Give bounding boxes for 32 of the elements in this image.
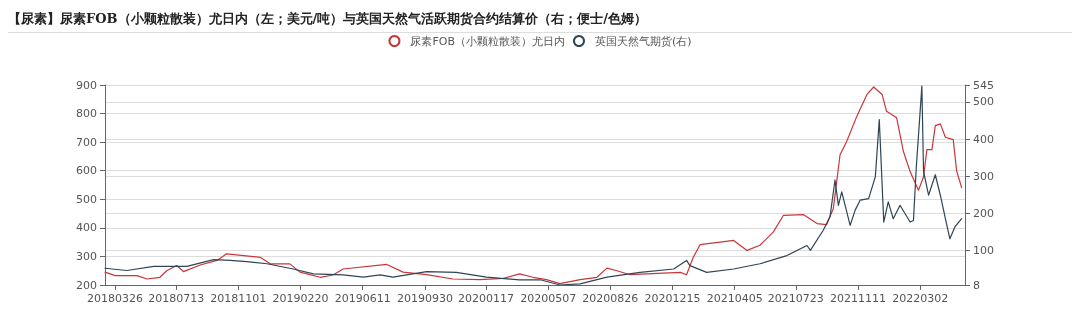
y2-tick-label: 300: [973, 169, 994, 183]
x-tick-label: 20180326: [87, 292, 144, 305]
y2-tick-label: 500: [973, 95, 994, 109]
x-tick-label: 20220302: [892, 292, 949, 305]
x-tick-label: 20210405: [706, 292, 763, 305]
y2-tick-label: 200: [973, 206, 994, 220]
y-tick-label: 800: [76, 107, 97, 121]
x-tick-label: 20200117: [457, 292, 514, 305]
x-tick-label: 20181101: [210, 292, 267, 305]
x-tick-label: 20210723: [767, 292, 824, 305]
y-tick-label: 900: [76, 78, 97, 92]
legend-label: 尿素FOB（小颗粒散装）尤日内: [410, 34, 565, 48]
x-tick-label: 20200826: [582, 292, 639, 305]
y-tick-label: 400: [76, 221, 97, 235]
chart-title: 【尿素】尿素FOB（小颗粒散装）尤日内（左；美元/吨）与英国天然气活跃期货合约结算价（右；便士/色姆）: [8, 10, 648, 28]
legend-label: 英国天然气期货(右): [594, 34, 692, 48]
x-tick-label: 20190930: [396, 292, 453, 305]
y2-tick-label: 400: [973, 132, 994, 146]
y2-tick-label: 545: [973, 78, 994, 92]
x-tick-label: 20200507: [520, 292, 577, 305]
x-tick-label: 20190220: [272, 292, 329, 305]
y-tick-label: 600: [76, 164, 97, 178]
y2-tick-label: 8: [973, 278, 980, 292]
y-tick-label: 700: [76, 135, 97, 149]
x-tick-label: 20180713: [148, 292, 205, 305]
y2-tick-label: 100: [973, 244, 994, 258]
y-tick-label: 500: [76, 192, 97, 206]
x-tick-label: 20211111: [829, 292, 886, 305]
y-tick-label: 300: [76, 249, 97, 263]
x-tick-label: 20190611: [334, 292, 391, 305]
y-tick-label: 200: [76, 278, 97, 292]
x-tick-label: 20201215: [644, 292, 701, 305]
